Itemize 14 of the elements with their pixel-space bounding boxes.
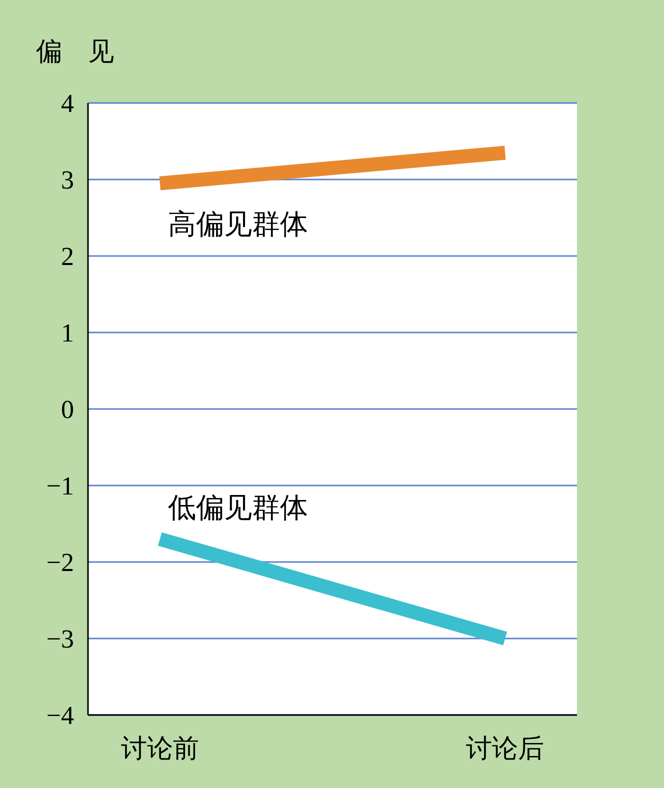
y-tick-label: −2 [46, 548, 74, 577]
y-tick-label: 4 [61, 89, 74, 118]
series-label: 低偏见群体 [168, 493, 308, 524]
y-tick-label: 3 [61, 166, 74, 194]
y-tick-label: −4 [46, 701, 74, 730]
y-tick-label: −3 [46, 624, 74, 654]
x-tick-label: 讨论后 [466, 734, 544, 763]
y-tick-label: 2 [61, 242, 74, 271]
x-tick-label: 讨论前 [120, 734, 199, 763]
series-label: 高偏见群体 [168, 209, 308, 240]
y-tick-label: 1 [61, 318, 74, 348]
y-axis-title: 偏 见 [36, 37, 114, 66]
y-tick-label: 0 [61, 395, 74, 424]
y-tick-label: −1 [46, 472, 74, 500]
